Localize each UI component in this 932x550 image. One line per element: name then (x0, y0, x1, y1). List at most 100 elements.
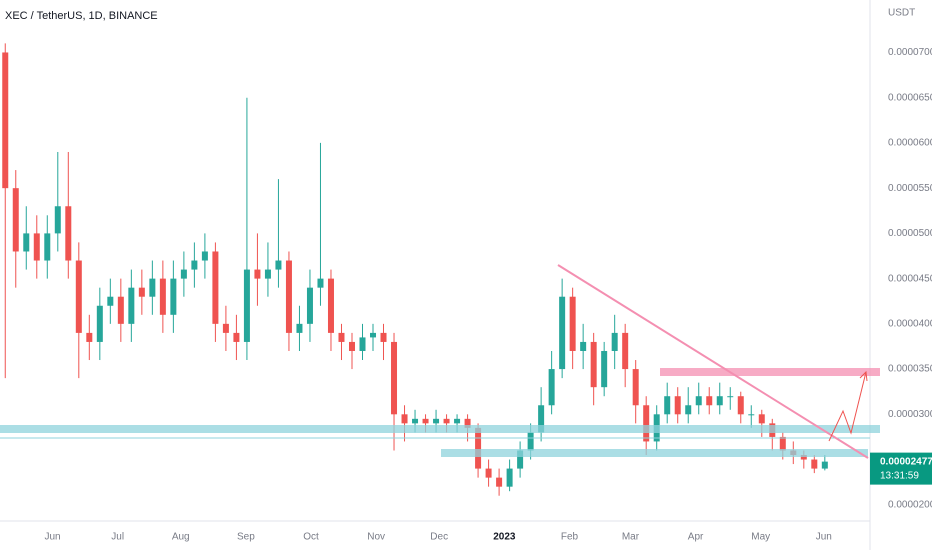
candle-body (12, 188, 19, 252)
candle-body (327, 278, 334, 333)
candle-body (380, 332, 387, 342)
candle-body (44, 233, 51, 261)
candle-body (65, 206, 72, 261)
axis-unit: USDT (888, 8, 915, 19)
candle-body (758, 414, 765, 424)
candle-body (800, 455, 807, 460)
candle-body (33, 233, 40, 261)
x-tick-label: Nov (367, 532, 385, 543)
y-tick-label: 0.00002000 (888, 499, 932, 510)
candle-body (496, 477, 503, 487)
candle-body (275, 260, 282, 270)
candle-body (674, 396, 681, 415)
y-tick-label: 0.00007000 (888, 47, 932, 58)
candle-body (485, 468, 492, 478)
candle-body (222, 323, 229, 333)
candle-body (86, 332, 93, 342)
y-tick-label: 0.00006500 (888, 92, 932, 103)
candle-body (317, 278, 324, 288)
candle-body (243, 269, 250, 342)
candle-body (475, 427, 482, 469)
candle-body (706, 396, 713, 406)
x-tick-label: Jul (111, 532, 124, 543)
candle-body (401, 414, 408, 424)
candle-body (128, 287, 135, 324)
candle-body (285, 260, 292, 333)
candle-body (23, 233, 30, 252)
x-tick-label: Jun (44, 532, 60, 543)
support-zone (0, 425, 880, 433)
candle-body (559, 296, 566, 370)
candle-body (580, 341, 587, 351)
candle-body (569, 296, 576, 351)
candle-body (296, 323, 303, 333)
candle-body (821, 461, 828, 469)
countdown-label: 13:31:59 (880, 470, 919, 481)
y-tick-label: 0.00003500 (888, 364, 932, 375)
trend-line (557, 264, 869, 459)
candle-body (96, 305, 103, 342)
candle-body (548, 369, 555, 406)
candle-body (306, 287, 313, 324)
x-tick-label: Apr (688, 532, 704, 543)
candle-body (779, 436, 786, 451)
candle-body (643, 405, 650, 442)
x-tick-label: Aug (172, 532, 190, 543)
candle-body (422, 418, 429, 424)
candle-body (611, 332, 618, 351)
candle-body (538, 405, 545, 433)
candle-body (664, 396, 671, 415)
candle-body (517, 450, 524, 469)
last-price-box (870, 452, 932, 485)
y-tick-label: 0.00005000 (888, 228, 932, 239)
candle-body (149, 278, 156, 297)
x-tick-label: Dec (430, 532, 448, 543)
candle-body (212, 251, 219, 324)
candle-body (264, 269, 271, 279)
candle-body (54, 206, 61, 234)
chart-title: XEC / TetherUS, 1D, BINANCE (5, 10, 158, 22)
resistance-zone (660, 368, 880, 376)
candle-body (348, 341, 355, 351)
arrow-head (859, 370, 868, 382)
y-tick-label: 0.00004500 (888, 273, 932, 284)
plot (2, 43, 828, 496)
last-price-label: 0.00002477 (880, 456, 932, 467)
y-tick-label: 0.00004000 (888, 318, 932, 329)
candle-body (464, 418, 471, 428)
candle-body (2, 52, 9, 189)
candle-body (685, 405, 692, 415)
candle-body (737, 396, 744, 415)
candle-body (117, 296, 124, 324)
candle-body (107, 296, 114, 306)
x-tick-label: Mar (622, 532, 640, 543)
candle-body (622, 332, 629, 370)
candle-body (159, 278, 166, 315)
candle-body (601, 350, 608, 388)
y-tick-label: 0.00003000 (888, 409, 932, 420)
candle-body (75, 260, 82, 333)
candle-body (201, 251, 208, 261)
candle-body (391, 341, 398, 415)
candle-body (338, 332, 345, 342)
candle-body (632, 369, 639, 406)
candle-body (370, 332, 377, 338)
candle-body (433, 418, 440, 424)
x-tick-label: Sep (237, 532, 255, 543)
candle-body (727, 396, 734, 398)
candle-body (506, 468, 513, 487)
candle-body (191, 260, 198, 270)
candle-body (527, 432, 534, 451)
candle-body (359, 337, 366, 351)
candle-body (412, 418, 419, 424)
candle-body (695, 396, 702, 406)
x-tick-label: Feb (561, 532, 579, 543)
x-tick-label: May (751, 532, 770, 543)
y-tick-label: 0.00006000 (888, 138, 932, 149)
x-tick-label: Jun (816, 532, 832, 543)
candle-body (180, 269, 187, 279)
candle-body (233, 332, 240, 342)
support-zone (441, 449, 868, 457)
